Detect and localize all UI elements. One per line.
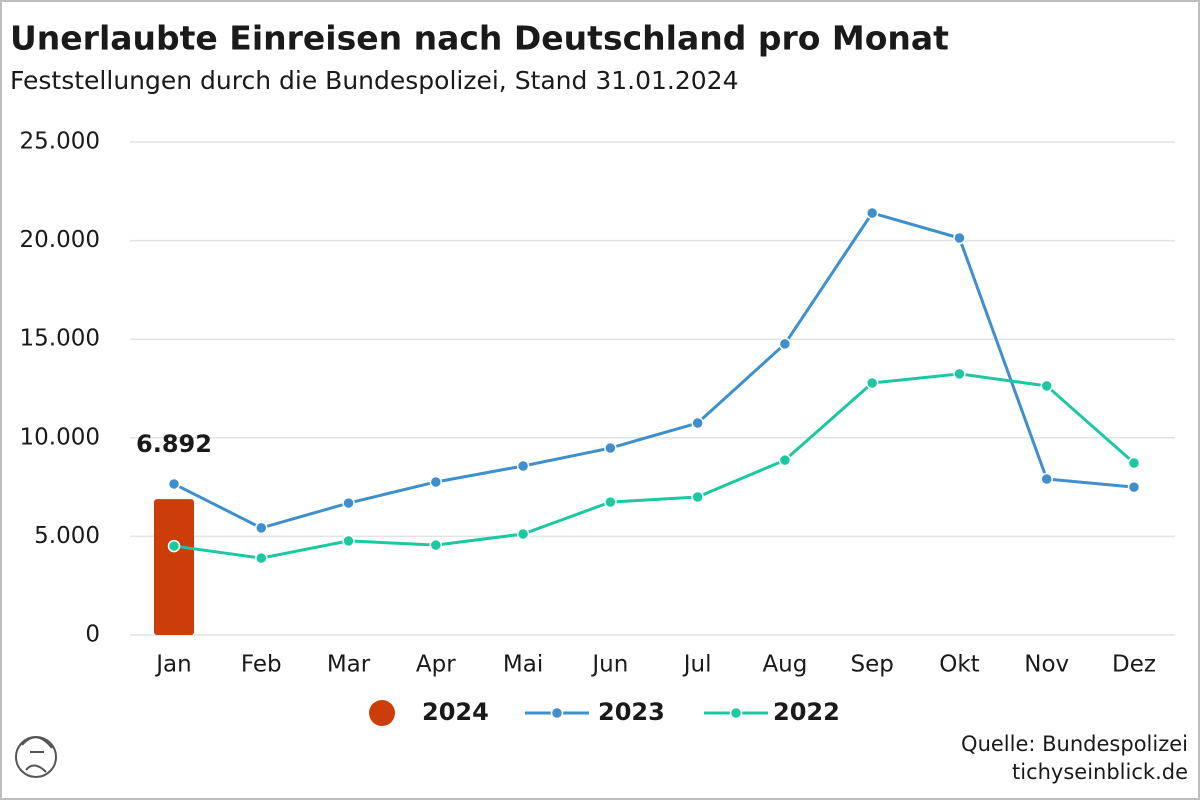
legend-swatch: [729, 706, 743, 720]
y-tick-label: 20.000: [20, 227, 100, 253]
point: [429, 538, 443, 552]
point: [342, 496, 355, 510]
y-tick-label: 10.000: [20, 424, 100, 450]
legend-swatch: [550, 706, 564, 720]
legend-label: 2023: [598, 698, 665, 726]
point: [516, 459, 530, 473]
point: [865, 206, 879, 220]
x-tick-label: Aug: [762, 652, 807, 678]
y-tick-label: 15.000: [20, 326, 100, 352]
source: Quelle: Bundespolizei: [961, 732, 1188, 756]
point: [516, 527, 530, 541]
point: [953, 231, 966, 245]
logo: [15, 736, 57, 778]
x-tick-label: Mar: [327, 652, 371, 678]
x-tick-label: Okt: [939, 652, 979, 678]
point: [1127, 480, 1141, 494]
legend-label: 2022: [773, 698, 840, 726]
x-tick-label: Jul: [682, 652, 712, 678]
x-tick-label: Jan: [154, 652, 191, 678]
point: [865, 376, 879, 390]
point: [342, 534, 355, 548]
x-tick-label: Apr: [416, 652, 456, 678]
point: [953, 367, 966, 381]
point: [167, 539, 181, 553]
value-label: 6.892: [136, 430, 212, 458]
point: [604, 495, 617, 509]
x-tick-label: Feb: [241, 652, 282, 678]
legend-swatch: [369, 700, 395, 726]
point: [604, 441, 617, 455]
x-tick-label: Nov: [1024, 652, 1069, 678]
bar: [154, 499, 194, 635]
y-tick-label: 0: [85, 622, 100, 648]
point: [167, 477, 181, 491]
y-tick-label: 25.000: [20, 129, 100, 155]
point: [778, 453, 792, 467]
point: [1127, 456, 1141, 470]
point: [1040, 379, 1053, 393]
line: [173, 372, 1135, 560]
chart-subtitle: Feststellungen durch die Bundespolizei, …: [10, 66, 738, 95]
point: [691, 490, 704, 504]
line: [173, 211, 1135, 530]
point: [429, 475, 443, 489]
point: [255, 551, 268, 565]
y-tick-label: 5.000: [34, 523, 100, 549]
x-tick-label: Mai: [503, 652, 543, 678]
legend-label: 2024: [422, 698, 489, 726]
point: [691, 416, 704, 430]
point: [778, 337, 792, 351]
chart-title: Unerlaubte Einreisen nach Deutschland pr…: [10, 19, 949, 58]
x-tick-label: Dez: [1112, 652, 1156, 678]
point: [255, 521, 268, 535]
source-site: tichyseinblick.de: [1012, 760, 1188, 784]
x-tick-label: Jun: [590, 652, 628, 678]
point: [1040, 472, 1053, 486]
x-tick-label: Sep: [851, 652, 894, 678]
